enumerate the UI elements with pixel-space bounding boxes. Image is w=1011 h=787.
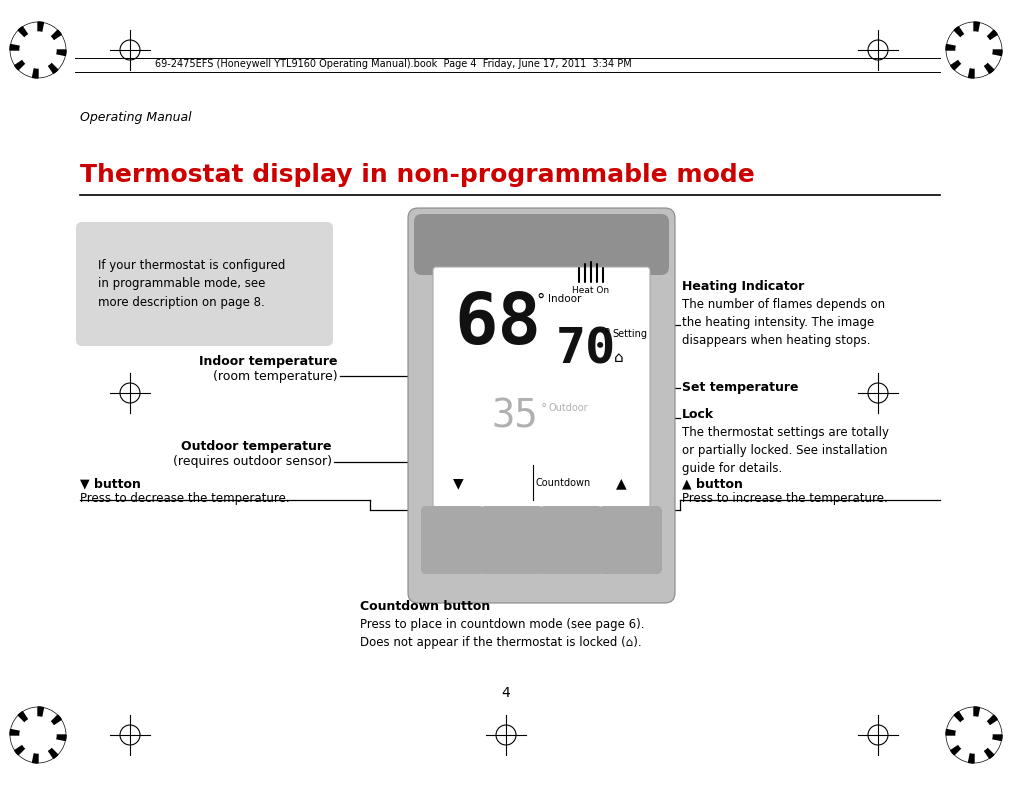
Circle shape: [20, 32, 56, 68]
Polygon shape: [945, 45, 973, 50]
Text: °: °: [536, 292, 544, 310]
Text: If your thermostat is configured
in programmable mode, see
more description on p: If your thermostat is configured in prog…: [98, 259, 285, 309]
Polygon shape: [38, 30, 62, 50]
Polygon shape: [953, 27, 973, 50]
Polygon shape: [949, 50, 973, 70]
Polygon shape: [38, 22, 43, 50]
Text: Indoor temperature: Indoor temperature: [199, 355, 338, 368]
Text: 69-2475EFS (Honeywell YTL9160 Operating Manual).book  Page 4  Friday, June 17, 2: 69-2475EFS (Honeywell YTL9160 Operating …: [155, 59, 631, 69]
FancyBboxPatch shape: [433, 267, 649, 508]
Text: Thermostat display in non-programmable mode: Thermostat display in non-programmable m…: [80, 163, 754, 187]
Text: 70: 70: [555, 325, 616, 373]
Polygon shape: [945, 730, 973, 735]
Polygon shape: [10, 730, 38, 735]
Text: Countdown: Countdown: [535, 478, 590, 488]
Text: 4: 4: [501, 686, 510, 700]
Text: Heat On: Heat On: [572, 286, 609, 295]
Text: °: °: [604, 328, 611, 342]
Polygon shape: [32, 50, 38, 78]
Polygon shape: [968, 50, 973, 78]
Polygon shape: [32, 735, 38, 763]
Polygon shape: [973, 30, 996, 50]
Polygon shape: [15, 50, 38, 70]
FancyBboxPatch shape: [539, 506, 603, 574]
Polygon shape: [973, 735, 1001, 741]
Text: Setting: Setting: [612, 329, 646, 339]
Polygon shape: [973, 735, 993, 759]
Circle shape: [20, 717, 56, 753]
Polygon shape: [38, 50, 66, 55]
Text: The number of flames depends on
the heating intensity. The image
disappears when: The number of flames depends on the heat…: [681, 298, 885, 347]
Text: 68: 68: [454, 290, 541, 359]
Text: The thermostat settings are totally
or partially locked. See installation
guide : The thermostat settings are totally or p…: [681, 426, 888, 475]
Polygon shape: [973, 715, 996, 735]
Text: 35: 35: [490, 398, 537, 436]
Polygon shape: [973, 22, 979, 50]
FancyBboxPatch shape: [421, 506, 484, 574]
Text: (room temperature): (room temperature): [213, 370, 338, 383]
Text: Press to increase the temperature.: Press to increase the temperature.: [681, 492, 887, 505]
Circle shape: [955, 717, 991, 753]
Text: ▲ button: ▲ button: [681, 477, 742, 490]
Polygon shape: [38, 707, 43, 735]
Text: Indoor: Indoor: [548, 294, 580, 304]
Polygon shape: [973, 707, 979, 735]
Polygon shape: [15, 735, 38, 755]
Polygon shape: [968, 735, 973, 763]
Polygon shape: [18, 711, 38, 735]
Text: Heating Indicator: Heating Indicator: [681, 280, 804, 293]
Text: (requires outdoor sensor): (requires outdoor sensor): [173, 455, 332, 468]
Text: Operating Manual: Operating Manual: [80, 112, 191, 124]
FancyBboxPatch shape: [599, 506, 661, 574]
Polygon shape: [38, 50, 58, 73]
Text: Set temperature: Set temperature: [681, 382, 798, 394]
Circle shape: [955, 32, 991, 68]
FancyBboxPatch shape: [407, 208, 674, 603]
Text: Press to place in countdown mode (see page 6).
Does not appear if the thermostat: Press to place in countdown mode (see pa…: [360, 618, 644, 649]
Polygon shape: [973, 50, 993, 73]
Text: Outdoor temperature: Outdoor temperature: [181, 440, 332, 453]
FancyBboxPatch shape: [76, 222, 333, 346]
Polygon shape: [38, 735, 58, 759]
Polygon shape: [953, 711, 973, 735]
Text: ⌂: ⌂: [614, 350, 623, 365]
Polygon shape: [38, 715, 62, 735]
Text: Countdown button: Countdown button: [360, 600, 489, 613]
Text: Outdoor: Outdoor: [548, 403, 588, 413]
Text: ▼ button: ▼ button: [80, 477, 141, 490]
Text: ▼: ▼: [452, 476, 463, 490]
Polygon shape: [949, 735, 973, 755]
Polygon shape: [10, 45, 38, 50]
Text: Press to decrease the temperature.: Press to decrease the temperature.: [80, 492, 289, 505]
Polygon shape: [18, 27, 38, 50]
Text: ▲: ▲: [615, 476, 626, 490]
Polygon shape: [38, 735, 66, 741]
Text: °: °: [541, 402, 547, 415]
FancyBboxPatch shape: [413, 214, 668, 275]
FancyBboxPatch shape: [480, 506, 543, 574]
Text: Lock: Lock: [681, 408, 714, 421]
Polygon shape: [973, 50, 1001, 55]
